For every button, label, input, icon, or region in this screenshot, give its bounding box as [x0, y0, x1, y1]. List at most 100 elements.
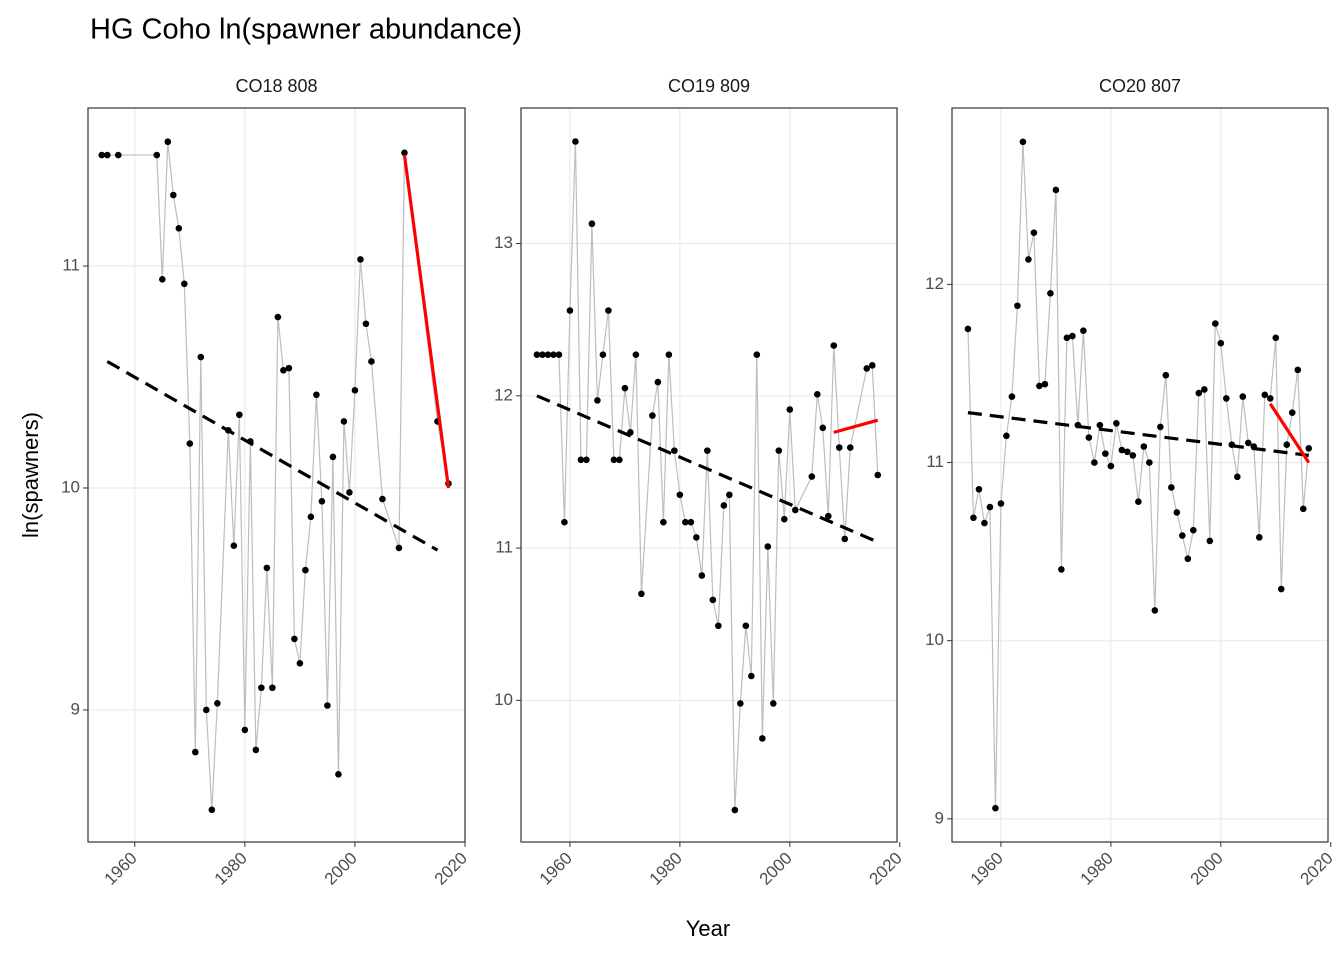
panel-border: [87, 107, 466, 843]
data-point: [1288, 409, 1296, 416]
data-point: [395, 544, 403, 552]
data-point: [1255, 534, 1263, 541]
data-point: [533, 351, 541, 358]
data-point: [208, 806, 216, 814]
data-point: [1157, 423, 1164, 431]
data-point: [379, 495, 386, 503]
data-point: [170, 191, 177, 199]
data-point: [252, 746, 260, 754]
data-point: [654, 378, 662, 386]
data-point: [964, 325, 972, 333]
data-point: [1003, 432, 1010, 440]
data-point: [335, 771, 342, 778]
data-point: [770, 700, 777, 707]
data-point: [693, 534, 700, 541]
data-point: [599, 351, 607, 358]
data-point: [649, 412, 656, 419]
data-point: [280, 367, 287, 374]
data-point: [1118, 446, 1126, 454]
series-line: [1268, 402, 1311, 464]
panel-strip-label: CO18 808: [235, 76, 317, 96]
data-point: [1206, 537, 1214, 545]
series-line: [833, 418, 879, 434]
data-point: [186, 440, 194, 447]
data-point: [1124, 448, 1131, 456]
data-point: [660, 518, 667, 526]
panel-border: [951, 107, 1329, 843]
data-point: [1085, 434, 1093, 441]
y-tick-label: 12: [925, 274, 944, 293]
data-point: [164, 138, 172, 146]
data-point: [555, 351, 563, 358]
data-point: [1091, 459, 1098, 466]
data-point: [561, 518, 568, 526]
data-point: [665, 351, 673, 358]
data-point: [830, 342, 838, 349]
data-point: [737, 700, 744, 707]
data-point: [1113, 420, 1120, 427]
data-point: [1272, 334, 1280, 342]
data-point: [307, 513, 315, 521]
data-point: [340, 418, 348, 425]
data-point: [1223, 395, 1230, 402]
data-point: [577, 456, 585, 464]
data-point: [682, 518, 689, 526]
data-point: [1277, 585, 1285, 593]
data-point: [671, 447, 678, 454]
data-point: [1063, 334, 1071, 342]
data-point: [698, 572, 706, 579]
y-axis-label: ln(spawners): [18, 412, 43, 538]
data-point: [1025, 256, 1032, 263]
data-point: [753, 351, 761, 358]
data-point: [313, 391, 320, 399]
data-point: [1030, 229, 1038, 237]
data-point: [970, 514, 977, 522]
data-point: [153, 151, 161, 159]
data-point: [1096, 421, 1104, 429]
data-point: [786, 406, 794, 413]
data-point: [544, 351, 552, 358]
data-point: [1261, 391, 1269, 399]
data-point: [632, 351, 640, 358]
data-point: [539, 351, 546, 358]
y-tick-label: 10: [61, 477, 80, 496]
data-point: [401, 149, 408, 157]
data-point: [1135, 498, 1142, 506]
data-point: [203, 706, 210, 714]
data-point: [103, 151, 111, 159]
data-point: [197, 353, 205, 361]
data-point: [274, 313, 282, 321]
data-point: [720, 502, 728, 509]
data-point: [1184, 555, 1192, 563]
trend-line: [106, 360, 439, 552]
y-tick-label: 10: [925, 630, 944, 649]
data-point: [1129, 452, 1137, 459]
data-point: [1179, 532, 1186, 539]
data-point: [324, 702, 331, 709]
data-point: [863, 365, 871, 372]
panel-strip-label: CO19 809: [668, 76, 750, 96]
data-point: [992, 804, 999, 812]
data-point: [1190, 526, 1197, 534]
chart-title: HG Coho ln(spawner abundance): [90, 14, 522, 46]
data-point: [792, 506, 799, 514]
data-point: [731, 806, 739, 814]
y-tick-label: 9: [71, 699, 80, 718]
data-point: [318, 498, 326, 505]
data-point: [357, 256, 364, 263]
data-point: [263, 564, 271, 572]
y-tick-label: 13: [494, 233, 513, 252]
data-point: [1069, 332, 1076, 340]
data-point: [241, 726, 249, 734]
data-point: [1266, 395, 1274, 402]
data-point: [296, 660, 304, 667]
data-point: [781, 515, 788, 523]
data-point: [1173, 509, 1181, 516]
data-point: [236, 411, 243, 419]
data-point: [594, 397, 601, 404]
data-point: [748, 672, 755, 680]
data-point: [269, 684, 276, 692]
panel-background: [521, 108, 897, 842]
data-point: [1299, 505, 1307, 513]
data-point: [1014, 302, 1021, 310]
